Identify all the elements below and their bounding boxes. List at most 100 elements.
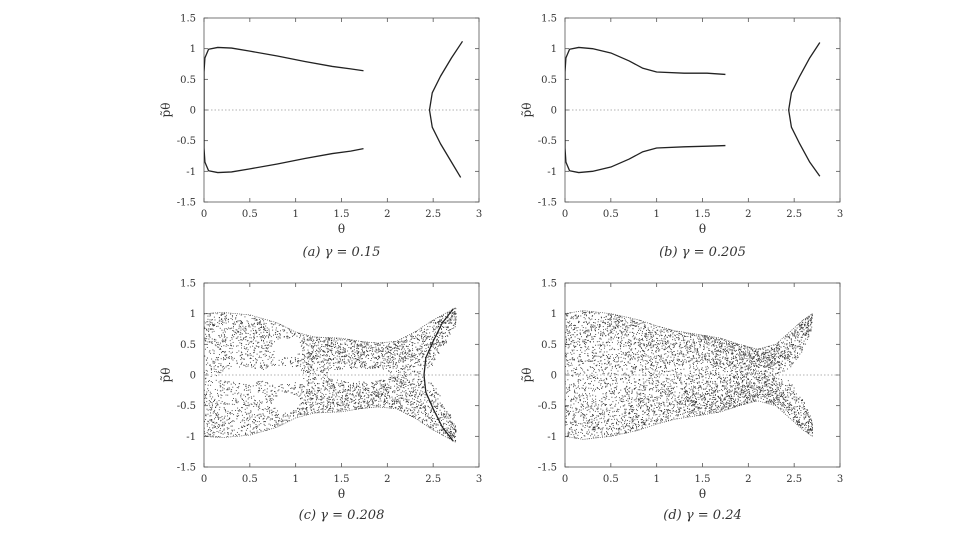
- scatter-point: [301, 409, 303, 411]
- scatter-point: [222, 313, 224, 315]
- scatter-point: [213, 431, 215, 433]
- scatter-point: [303, 372, 304, 374]
- scatter-point: [325, 380, 327, 382]
- scatter-point: [442, 336, 444, 338]
- scatter-point: [437, 350, 439, 352]
- scatter-point: [663, 360, 665, 362]
- scatter-point: [603, 322, 605, 324]
- scatter-point: [684, 336, 686, 338]
- scatter-point: [302, 335, 304, 336]
- scatter-point: [311, 364, 313, 366]
- scatter-point: [433, 343, 435, 345]
- scatter-point: [266, 427, 268, 429]
- scatter-point: [421, 332, 423, 334]
- scatter-point: [247, 428, 249, 429]
- scatter-point: [225, 318, 227, 319]
- scatter-point: [344, 390, 346, 392]
- scatter-point: [273, 407, 275, 409]
- scatter-point: [694, 396, 696, 397]
- scatter-point: [330, 402, 332, 404]
- scatter-point: [303, 347, 304, 349]
- scatter-point: [398, 362, 400, 364]
- scatter-point: [414, 394, 416, 396]
- scatter-point: [389, 343, 391, 345]
- scatter-point: [237, 401, 239, 403]
- scatter-point: [232, 327, 234, 329]
- scatter-point: [408, 395, 410, 397]
- scatter-point: [241, 352, 243, 354]
- scatter-point: [277, 424, 279, 426]
- scatter-point: [405, 381, 407, 383]
- scatter-point: [642, 417, 643, 418]
- scatter-point: [231, 429, 233, 431]
- scatter-point: [229, 362, 230, 364]
- scatter-point: [423, 410, 425, 412]
- scatter-point: [230, 352, 232, 354]
- scatter-point: [351, 400, 353, 402]
- scatter-point: [339, 350, 341, 352]
- scatter-point: [455, 316, 457, 318]
- scatter-point: [439, 343, 441, 345]
- scatter-point: [263, 327, 265, 329]
- scatter-point: [365, 388, 366, 390]
- scatter-point: [455, 322, 457, 323]
- scatter-point: [306, 362, 308, 364]
- scatter-point: [406, 346, 408, 347]
- scatter-point: [340, 407, 342, 409]
- scatter-point: [746, 351, 748, 353]
- scatter-point: [348, 393, 350, 395]
- scatter-point: [418, 401, 420, 403]
- scatter-point: [333, 385, 335, 386]
- scatter-point: [389, 397, 391, 399]
- scatter-point: [354, 363, 356, 365]
- scatter-point: [295, 359, 297, 360]
- scatter-point: [328, 337, 330, 339]
- scatter-point: [207, 315, 209, 317]
- x-tick-label: 1: [292, 209, 298, 220]
- scatter-point: [207, 318, 209, 320]
- scatter-point: [213, 361, 215, 363]
- scatter-point: [255, 426, 257, 428]
- scatter-point: [446, 412, 448, 414]
- scatter-point: [452, 325, 454, 326]
- scatter-point: [337, 360, 339, 362]
- scatter-point: [307, 363, 309, 365]
- scatter-point: [442, 414, 444, 416]
- scatter-point: [446, 417, 448, 419]
- scatter-point: [453, 316, 455, 318]
- scatter-point: [309, 382, 311, 384]
- scatter-point: [658, 367, 660, 368]
- scatter-point: [327, 340, 329, 342]
- scatter-point: [397, 408, 399, 410]
- scatter-point: [319, 339, 320, 341]
- scatter-point: [206, 335, 208, 337]
- scatter-point: [338, 361, 340, 362]
- x-axis-label: θ: [699, 487, 706, 501]
- scatter-point: [308, 376, 310, 378]
- scatter-point: [327, 367, 329, 369]
- scatter-point: [247, 340, 249, 342]
- scatter-point: [759, 380, 761, 381]
- x-tick-label: 1.5: [695, 209, 711, 220]
- scatter-point: [311, 398, 313, 400]
- scatter-point: [251, 432, 253, 434]
- scatter-point: [204, 372, 205, 374]
- scatter-point: [656, 370, 658, 372]
- scatter-point: [307, 370, 309, 372]
- scatter-point: [331, 380, 333, 382]
- scatter-point: [258, 327, 260, 329]
- scatter-point: [421, 329, 423, 331]
- scatter-point: [310, 338, 311, 340]
- scatter-point: [396, 379, 398, 381]
- scatter-point: [252, 431, 254, 433]
- scatter-point: [315, 356, 317, 357]
- scatter-point: [451, 422, 453, 424]
- scatter-point: [450, 421, 452, 423]
- scatter-point: [303, 342, 305, 344]
- scatter-point: [580, 431, 582, 433]
- scatter-point: [259, 387, 260, 389]
- scatter-point: [310, 410, 312, 411]
- scatter-point: [221, 321, 223, 323]
- scatter-point: [425, 419, 427, 421]
- scatter-point: [337, 379, 338, 381]
